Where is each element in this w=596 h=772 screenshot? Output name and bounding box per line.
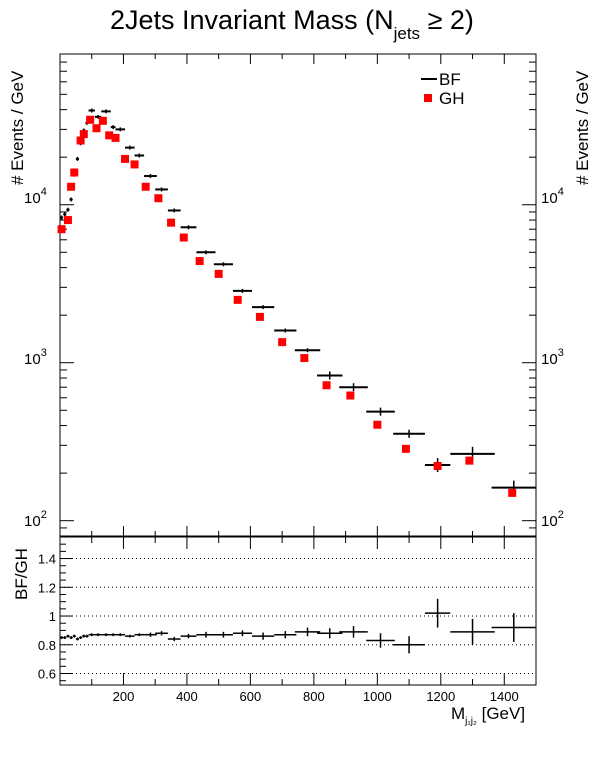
chart-title: 2Jets Invariant Mass (Njets ≥ 2) xyxy=(110,5,474,43)
gh-point xyxy=(401,444,410,453)
legend-bf-label: BF xyxy=(439,70,461,89)
main-plot-frame xyxy=(59,53,537,537)
title-main: 2Jets Invariant Mass (N xyxy=(110,5,394,35)
ratio-y-tick-label: 0.6 xyxy=(38,667,56,682)
ratio-y-tick-labels: 0.6 0.8 1 1.2 1.4 xyxy=(38,552,56,682)
x-tick-label: 800 xyxy=(303,689,325,704)
gh-point xyxy=(154,194,163,203)
ratio-y-tick-label: 0.8 xyxy=(38,638,56,653)
gh-point xyxy=(63,216,72,225)
y-tick-label-1000: 103 xyxy=(24,347,47,368)
gh-point xyxy=(278,338,287,347)
gh-point xyxy=(98,116,107,125)
legend-gh-label: GH xyxy=(439,89,465,108)
gh-point xyxy=(195,257,204,266)
gh-point xyxy=(508,488,517,497)
title-relation: ≥ 2) xyxy=(420,5,474,35)
y-tick-label-10000: 104 xyxy=(24,186,47,207)
x-axis-label: Mj₁j₂ [GeV] xyxy=(451,704,525,727)
main-plot: 102 103 104 102 103 104 # Events / GeV #… xyxy=(8,53,592,537)
gh-point xyxy=(70,168,79,177)
y-tick-label-right-10000: 104 xyxy=(541,186,564,207)
y-axis-label-left: # Events / GeV xyxy=(8,70,27,185)
gh-point xyxy=(67,182,76,191)
main-plot-marks xyxy=(57,108,536,497)
gh-point xyxy=(465,456,474,465)
y-axis-label-right: # Events / GeV xyxy=(573,70,592,185)
x-tick-label: 200 xyxy=(113,689,135,704)
gh-point xyxy=(121,154,130,163)
ratio-plot: 0.6 0.8 1 1.2 1.4 200 400 600 800 1000 1200 1400 B… xyxy=(12,536,537,727)
gh-point xyxy=(214,269,223,278)
x-tick-labels: 200 400 600 800 1000 1200 1400 xyxy=(113,689,519,704)
gh-point xyxy=(92,124,101,133)
gh-point xyxy=(233,295,242,304)
gh-point xyxy=(76,136,85,145)
gh-point xyxy=(111,133,120,142)
ratio-y-tick-label: 1 xyxy=(49,609,56,624)
gh-point xyxy=(141,182,150,191)
gh-point xyxy=(300,354,309,363)
ratio-plot-marks xyxy=(60,598,536,654)
title-subscript: jets xyxy=(393,24,420,43)
gh-point xyxy=(373,420,382,429)
y-tick-label-right-100: 102 xyxy=(541,509,564,530)
ratio-y-axis-label: BF/GH xyxy=(12,548,31,600)
gh-point xyxy=(130,160,139,169)
x-tick-label: 600 xyxy=(240,689,262,704)
x-tick-label: 1200 xyxy=(426,689,455,704)
x-tick-label: 1000 xyxy=(363,689,392,704)
legend-gh-marker xyxy=(424,94,432,102)
ratio-y-tick-label: 1.2 xyxy=(38,580,56,595)
main-axis-ticks xyxy=(60,53,537,537)
gh-point xyxy=(179,233,188,242)
y-tick-label-100: 102 xyxy=(24,509,47,530)
gh-point xyxy=(167,218,176,227)
gh-point xyxy=(105,131,114,140)
gh-point xyxy=(322,381,331,390)
ratio-gridlines xyxy=(60,558,536,675)
ratio-plot-frame xyxy=(59,536,537,686)
y-tick-label-right-1000: 103 xyxy=(541,347,564,368)
gh-point xyxy=(433,461,442,470)
gh-point xyxy=(255,312,264,321)
legend: BF GH xyxy=(421,70,465,108)
gh-point xyxy=(346,391,355,400)
ratio-y-tick-label: 1.4 xyxy=(38,552,56,567)
ratio-axis-ticks xyxy=(60,537,537,685)
gh-point xyxy=(57,225,66,234)
x-tick-label: 400 xyxy=(176,689,198,704)
x-tick-label: 1400 xyxy=(490,689,519,704)
gh-point xyxy=(86,115,95,124)
gh-point xyxy=(79,130,88,139)
